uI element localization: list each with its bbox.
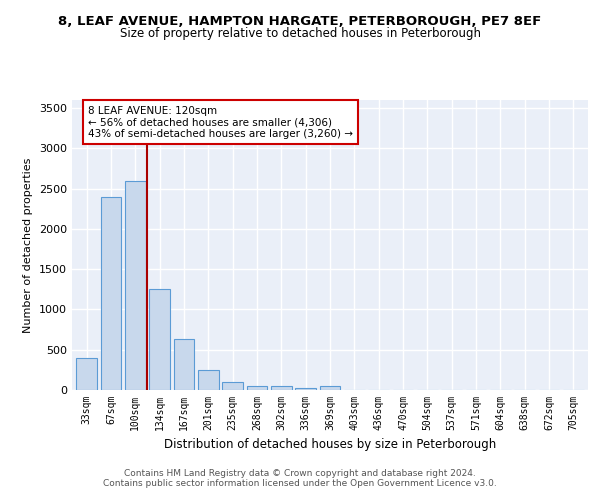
Text: 8, LEAF AVENUE, HAMPTON HARGATE, PETERBOROUGH, PE7 8EF: 8, LEAF AVENUE, HAMPTON HARGATE, PETERBO…: [58, 15, 542, 28]
Text: Contains HM Land Registry data © Crown copyright and database right 2024.: Contains HM Land Registry data © Crown c…: [124, 468, 476, 477]
Bar: [76, 358, 97, 390]
Text: Size of property relative to detached houses in Peterborough: Size of property relative to detached ho…: [119, 28, 481, 40]
Bar: [247, 386, 268, 390]
Bar: [125, 180, 146, 390]
Bar: [320, 386, 340, 390]
Text: 8 LEAF AVENUE: 120sqm
← 56% of detached houses are smaller (4,306)
43% of semi-d: 8 LEAF AVENUE: 120sqm ← 56% of detached …: [88, 106, 353, 139]
Bar: [295, 388, 316, 390]
Bar: [149, 290, 170, 390]
Text: Contains public sector information licensed under the Open Government Licence v3: Contains public sector information licen…: [103, 478, 497, 488]
Bar: [198, 370, 218, 390]
Bar: [173, 339, 194, 390]
X-axis label: Distribution of detached houses by size in Peterborough: Distribution of detached houses by size …: [164, 438, 496, 452]
Bar: [271, 386, 292, 390]
Bar: [101, 196, 121, 390]
Bar: [222, 382, 243, 390]
Y-axis label: Number of detached properties: Number of detached properties: [23, 158, 34, 332]
